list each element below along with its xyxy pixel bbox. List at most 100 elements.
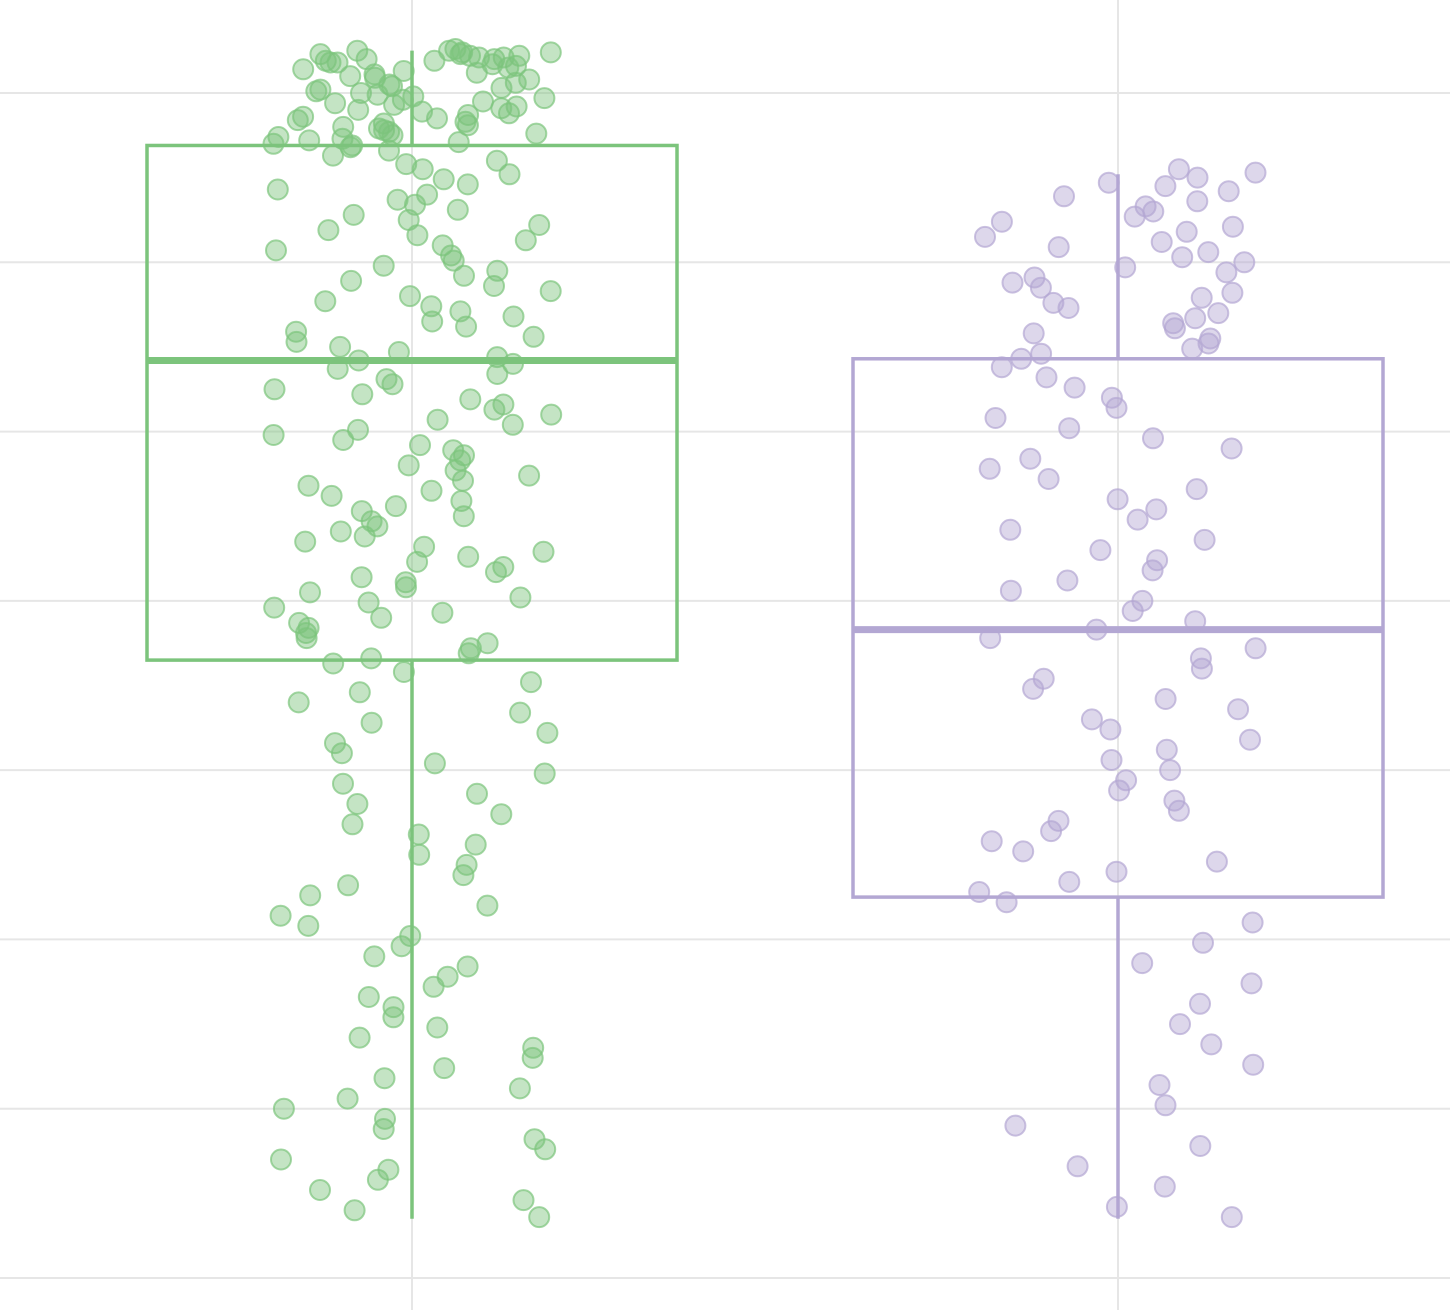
data-point <box>1244 161 1267 184</box>
data-point <box>341 813 364 836</box>
data-point <box>329 335 352 358</box>
data-point <box>1030 342 1053 365</box>
data-point <box>1207 302 1230 325</box>
data-point <box>1184 610 1207 633</box>
data-point <box>1221 215 1244 238</box>
data-point <box>465 61 488 84</box>
data-point <box>453 264 475 287</box>
data-point <box>411 158 434 181</box>
data-point <box>1022 677 1045 700</box>
data-point <box>360 647 383 670</box>
data-point <box>340 269 363 292</box>
data-point <box>1154 688 1177 710</box>
data-point <box>1171 246 1194 269</box>
data-point <box>509 701 532 724</box>
data-point <box>292 58 315 81</box>
data-point <box>1239 728 1261 751</box>
data-point <box>309 1179 331 1201</box>
data-point <box>1186 190 1209 213</box>
data-point <box>395 153 418 176</box>
data-point <box>1215 261 1238 284</box>
data-point <box>514 229 537 252</box>
data-point <box>1019 447 1042 470</box>
data-point <box>408 843 431 866</box>
data-point <box>968 881 991 903</box>
data-point <box>378 120 401 143</box>
data-point <box>1121 600 1144 622</box>
data-point <box>270 1148 292 1171</box>
data-point <box>447 131 470 154</box>
data-point <box>1155 738 1178 761</box>
data-point <box>984 407 1007 429</box>
data-point <box>285 330 308 353</box>
data-point <box>363 945 386 968</box>
data-point <box>378 139 400 162</box>
data-point <box>1058 417 1081 440</box>
data-point <box>294 530 317 553</box>
data-point <box>262 424 285 446</box>
data-point <box>1089 539 1112 562</box>
data-point <box>452 505 475 528</box>
data-point <box>272 1097 295 1120</box>
data-point <box>534 1138 557 1161</box>
data-point <box>1004 1114 1027 1137</box>
data-point <box>978 457 1001 480</box>
data-point <box>370 606 393 629</box>
data-point <box>452 469 474 492</box>
data-point <box>1100 749 1123 771</box>
data-point <box>486 363 509 385</box>
data-point <box>298 129 321 152</box>
box-series-2 <box>851 158 1385 1229</box>
data-point <box>263 596 286 619</box>
data-point <box>1241 911 1264 934</box>
data-point <box>348 681 371 704</box>
data-point <box>319 51 342 74</box>
data-point <box>1108 779 1131 802</box>
data-point <box>502 305 525 328</box>
data-point <box>485 561 507 584</box>
data-point <box>485 149 508 172</box>
data-point <box>1221 281 1244 304</box>
data-point <box>522 325 545 348</box>
data-point <box>464 833 487 856</box>
data-point <box>490 803 513 826</box>
data-point <box>1080 708 1103 731</box>
data-point <box>518 68 541 91</box>
data-point <box>348 1026 371 1049</box>
data-point <box>406 224 429 247</box>
data-point <box>1159 759 1182 782</box>
data-point <box>332 772 354 795</box>
data-point <box>314 290 337 313</box>
data-point <box>1085 618 1108 641</box>
data-point <box>442 249 465 272</box>
data-point <box>1066 1155 1089 1178</box>
data-point <box>498 163 521 186</box>
data-point <box>1197 241 1220 264</box>
data-point <box>1186 166 1209 189</box>
data-point <box>501 413 524 436</box>
data-point <box>1035 366 1058 389</box>
data-point <box>392 661 415 683</box>
data-point <box>466 782 488 805</box>
data-point <box>262 132 285 155</box>
data-point <box>1189 992 1211 1015</box>
data-point <box>1063 376 1086 399</box>
data-point <box>457 545 480 568</box>
data-point <box>1148 1074 1171 1096</box>
data-point <box>455 315 478 338</box>
data-point <box>509 586 532 609</box>
data-point <box>490 76 513 99</box>
data-point <box>372 254 395 277</box>
data-point <box>528 214 551 236</box>
data-point <box>399 285 421 308</box>
data-point <box>329 520 352 543</box>
data-point <box>1105 1195 1128 1218</box>
data-point <box>339 65 362 88</box>
data-point <box>539 41 562 64</box>
data-point <box>263 378 286 401</box>
data-point <box>366 1168 389 1191</box>
data-point <box>373 1067 396 1090</box>
data-point <box>297 914 320 937</box>
data-point <box>326 357 349 380</box>
